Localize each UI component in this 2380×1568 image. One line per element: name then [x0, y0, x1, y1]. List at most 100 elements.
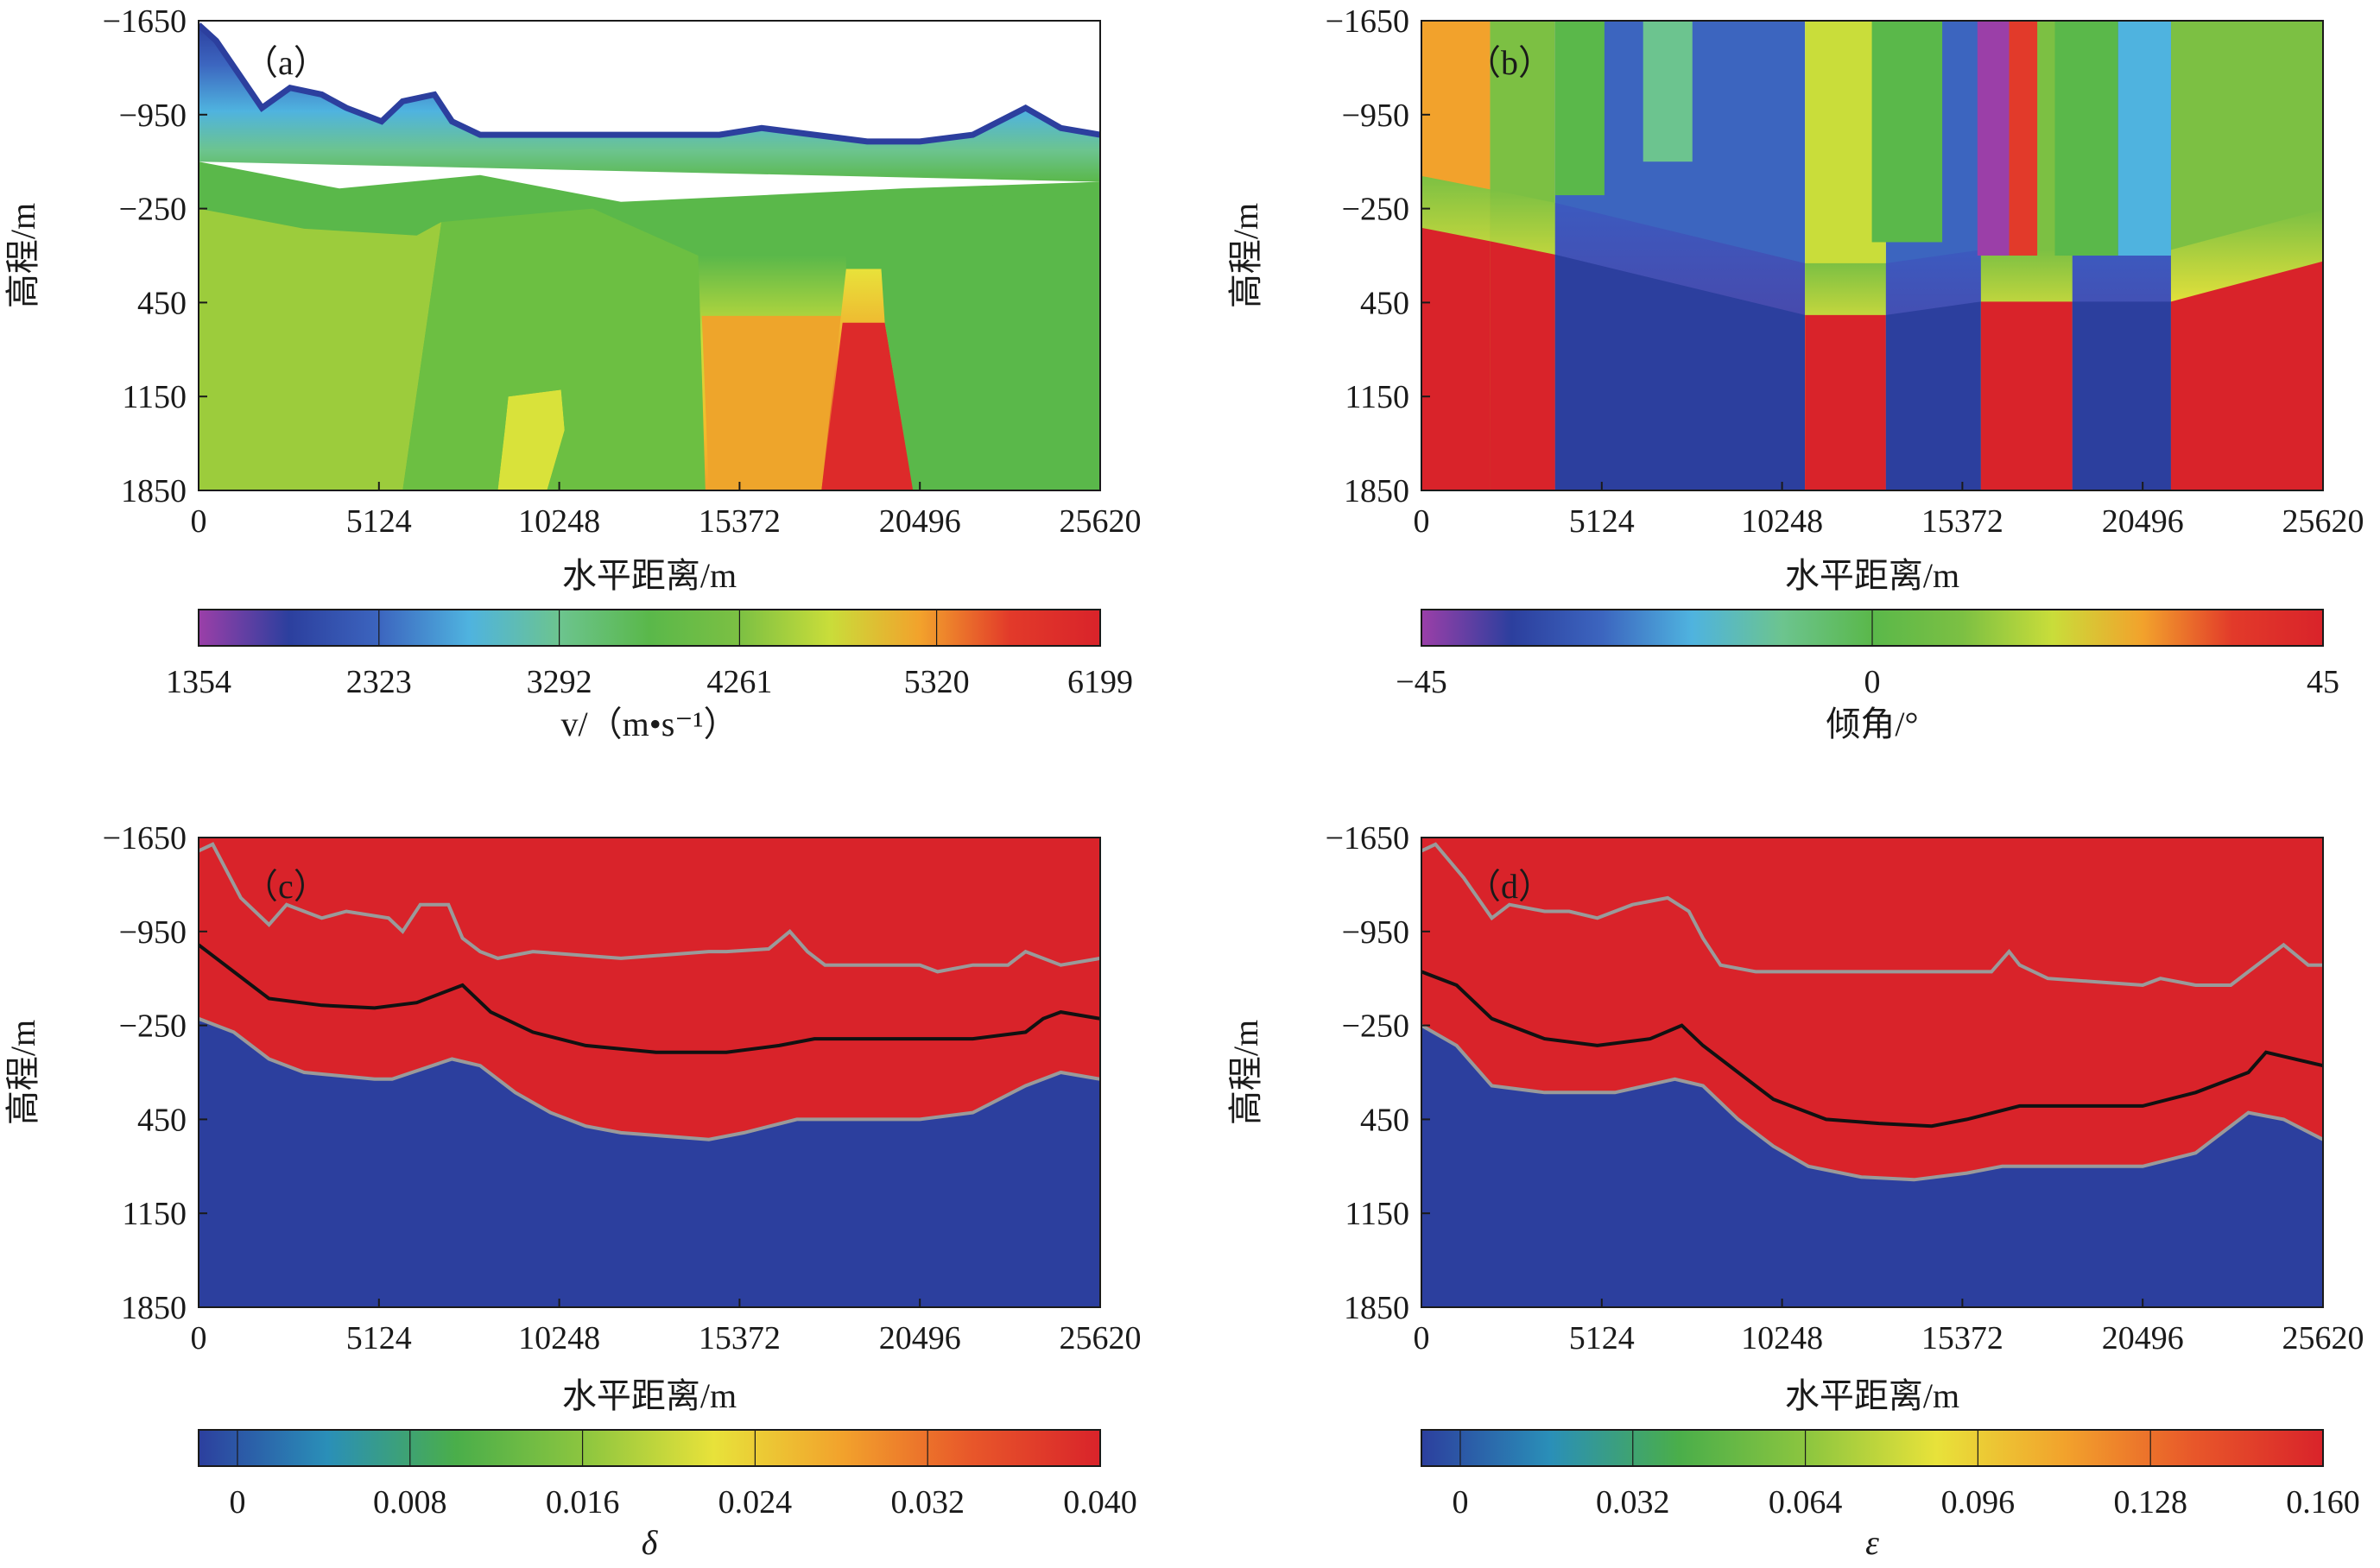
- panel-d: （d） −1650 −950 −250 450 1150 1850 0 5124 10248 1…: [1226, 820, 2364, 1562]
- black-horizon: [199, 943, 1100, 1054]
- y-tick-label: 1150: [1345, 379, 1409, 415]
- y-tick-label: −250: [119, 1008, 187, 1045]
- lower-zone: [199, 1018, 1100, 1307]
- x-tick-label: 20496: [2102, 1320, 2184, 1356]
- panel-d-y-axis: −1650 −950 −250 450 1150 1850: [1326, 820, 1430, 1326]
- colorbar-tick-label: 0.040: [1063, 1484, 1137, 1521]
- black-horizon: [1421, 970, 2323, 1129]
- colorbar-tick-label: 0.016: [546, 1484, 620, 1521]
- colorbar-tick-label: −45: [1396, 664, 1446, 700]
- colorbar-tick-label: 0.008: [373, 1484, 447, 1521]
- y-tick-label: 450: [1360, 285, 1409, 321]
- panel-b-colorbar-label: 倾角/°: [1826, 705, 1918, 743]
- panel-a-frame: [198, 20, 1101, 491]
- x-tick-label: 10248: [518, 1320, 600, 1356]
- dip-overlay-block: [1977, 21, 2010, 256]
- dip-overlay-block: [1643, 21, 1693, 162]
- x-tick-label: 20496: [879, 1320, 961, 1356]
- panel-d-colorbar: [1421, 1429, 2324, 1467]
- panel-c-y-axis: −1650 −950 −250 450 1150 1850: [103, 820, 207, 1326]
- y-tick-label: −950: [119, 98, 187, 134]
- dip-column-lower: [1421, 227, 1491, 490]
- panel-d-x-label: 水平距离/m: [1785, 1376, 1959, 1415]
- lower-zone: [1421, 1025, 2323, 1307]
- y-tick-label: −250: [1342, 192, 1409, 228]
- panel-b-label: （b）: [1466, 43, 1553, 82]
- x-tick-label: 10248: [1741, 1320, 1823, 1356]
- panel-a-x-label: 水平距离/m: [562, 556, 737, 595]
- y-tick-label: 1850: [1344, 1290, 1409, 1326]
- dip-overlay-block: [1554, 21, 1605, 196]
- colorbar-tick-label: 0.032: [1596, 1484, 1670, 1521]
- colorbar-tick-label: 0.024: [718, 1484, 793, 1521]
- panel-b-y-label: 高程/m: [1226, 203, 1265, 308]
- panel-c-colorbar-label: δ: [642, 1523, 659, 1562]
- y-tick-label: −950: [1342, 98, 1409, 134]
- y-tick-label: −1650: [1326, 3, 1409, 40]
- y-tick-label: −1650: [103, 820, 187, 857]
- colorbar-tick-label: 0: [1864, 664, 1881, 700]
- panel-a-colorbar-label: v/（m•s⁻¹）: [561, 705, 738, 743]
- y-tick-label: 450: [137, 285, 187, 321]
- panel-b-colorbar-ticks: −45 0 45: [1396, 610, 2339, 700]
- dip-column-lower: [2072, 301, 2171, 490]
- panel-b-x-label: 水平距离/m: [1785, 556, 1959, 595]
- x-tick-label: 25620: [1060, 1320, 1142, 1356]
- panel-b-y-axis: −1650 −950 −250 450 1150 1850: [1326, 3, 1430, 509]
- dip-overlay-block: [2054, 21, 2118, 256]
- y-tick-label: 1850: [1344, 473, 1409, 509]
- panel-b: （b） −1650 −950 −250 450 1150 1850 0 5124 10248 1…: [1226, 3, 2364, 743]
- dip-column-lower: [1490, 241, 1555, 490]
- panel-d-colorbar-ticks: 0 0.032 0.064 0.096 0.128 0.160: [1452, 1430, 2360, 1521]
- colorbar-tick-label: 2323: [346, 664, 412, 700]
- y-tick-label: 1150: [122, 379, 187, 415]
- colorbar-tick-label: 0.064: [1769, 1484, 1843, 1521]
- x-tick-label: 25620: [1060, 503, 1142, 540]
- dip-column-lower: [1554, 254, 1806, 490]
- panel-d-x-axis: 0 5124 10248 15372 20496 25620: [1414, 1299, 2364, 1356]
- panel-a-label: （a）: [244, 43, 328, 82]
- dip-overlay-block: [2009, 21, 2038, 256]
- panel-c-label: （c）: [244, 867, 328, 906]
- panel-b-x-axis: 0 5124 10248 15372 20496 25620: [1414, 482, 2364, 540]
- dip-overlay-block: [2117, 21, 2171, 256]
- panel-c-frame: [198, 837, 1101, 1308]
- panel-b-dip-field: [1421, 21, 2323, 490]
- x-tick-label: 15372: [699, 503, 781, 540]
- ab-orange-body: [701, 315, 843, 490]
- panel-c-x-label: 水平距离/m: [562, 1376, 737, 1415]
- grey-bottom-horizon: [1421, 1023, 2323, 1182]
- panel-a-y-label: 高程/m: [3, 203, 42, 308]
- x-tick-label: 0: [191, 503, 207, 540]
- colorbar-tick-label: 0.032: [890, 1484, 965, 1521]
- colorbar-tick-label: 4261: [706, 664, 772, 700]
- colorbar-tick-label: 0.128: [2113, 1484, 2187, 1521]
- panel-a-colorbar-ticks: 1354 2323 3292 4261 5320 6199: [166, 610, 1133, 700]
- x-tick-label: 25620: [2282, 1320, 2364, 1356]
- panel-d-colorbar-label: ε: [1865, 1523, 1879, 1562]
- panel-d-epsilon-field: [1421, 838, 2323, 1307]
- ab-green-body: [402, 208, 706, 490]
- colorbar-tick-label: 0: [1452, 1484, 1468, 1521]
- dip-column-lower: [1885, 301, 1981, 490]
- x-tick-label: 5124: [346, 503, 412, 540]
- colorbar-tick-label: 0.096: [1941, 1484, 2016, 1521]
- y-tick-label: 1150: [122, 1196, 187, 1232]
- dip-column-lower: [1805, 314, 1886, 490]
- colorbar-tick-label: 0: [229, 1484, 245, 1521]
- ab-left-lower: [199, 208, 442, 490]
- x-tick-label: 0: [191, 1320, 207, 1356]
- y-tick-label: −1650: [1326, 820, 1409, 857]
- x-tick-label: 5124: [346, 1320, 412, 1356]
- y-tick-label: 1850: [121, 1290, 187, 1326]
- colorbar-tick-label: 1354: [166, 664, 231, 700]
- colorbar-tick-label: 0.160: [2286, 1484, 2360, 1521]
- panel-d-y-label: 高程/m: [1226, 1020, 1265, 1125]
- panel-c-colorbar: [198, 1429, 1101, 1467]
- ab-right-green: [881, 195, 1100, 490]
- panel-c-x-axis: 0 5124 10248 15372 20496 25620: [191, 1299, 1142, 1356]
- x-tick-label: 15372: [699, 1320, 781, 1356]
- y-tick-label: −250: [119, 192, 187, 228]
- dip-column-lower: [1980, 301, 2073, 490]
